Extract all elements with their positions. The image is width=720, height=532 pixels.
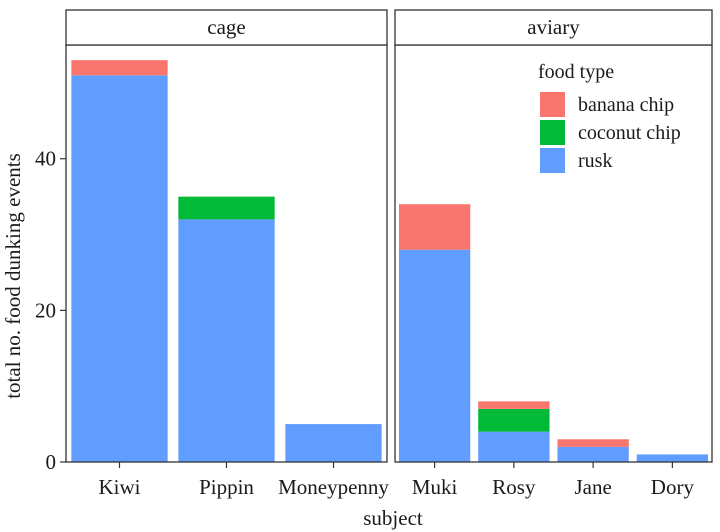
- x-tick-label: Moneypenny: [278, 475, 389, 499]
- x-tick-label: Pippin: [199, 475, 254, 499]
- x-tick-label: Rosy: [492, 475, 536, 499]
- x-tick-label: Muki: [412, 475, 458, 499]
- bar-segment-rusk: [636, 454, 709, 462]
- legend-key-coconut-chip: [540, 120, 565, 145]
- legend-title: food type: [538, 61, 614, 83]
- facet-strip-label: cage: [207, 15, 245, 39]
- bar-segment-banana-chip: [557, 439, 629, 447]
- legend-label: coconut chip: [578, 122, 681, 144]
- legend-label: rusk: [578, 150, 612, 172]
- bar-segment-banana-chip: [71, 60, 168, 76]
- facet-strip: [394, 9, 713, 46]
- bar-segment-banana-chip: [478, 401, 550, 409]
- x-tick-label: Kiwi: [99, 475, 141, 499]
- x-tick-label: Jane: [574, 475, 611, 499]
- plot-area: 0 20 40 Kiwi Pippin Moneypenny cage Muki Rosy Jan…: [35, 9, 713, 499]
- bar-segment-rusk: [478, 431, 550, 462]
- bar-segment-rusk: [71, 75, 168, 462]
- legend-key-rusk: [540, 148, 565, 173]
- facet-strip: [65, 9, 388, 46]
- bar-segment-rusk: [557, 446, 629, 462]
- y-tick-label: 40: [35, 147, 56, 171]
- legend-label: banana chip: [578, 94, 674, 116]
- facet-strip-label: aviary: [527, 15, 580, 39]
- y-tick-label: 0: [46, 450, 57, 474]
- bar-segment-rusk: [178, 219, 275, 462]
- bar-segment-banana-chip: [398, 204, 471, 250]
- x-axis-title: subject: [363, 506, 423, 530]
- y-tick-label: 20: [35, 298, 56, 322]
- bar-segment-rusk: [398, 249, 471, 462]
- x-tick-label: Dory: [651, 475, 695, 499]
- bar-segment-coconut-chip: [178, 196, 275, 220]
- bar-segment-coconut-chip: [478, 408, 550, 432]
- legend-key-banana-chip: [540, 92, 565, 117]
- bar-segment-rusk: [285, 424, 382, 462]
- y-axis-title: total no. food dunking events: [1, 153, 25, 399]
